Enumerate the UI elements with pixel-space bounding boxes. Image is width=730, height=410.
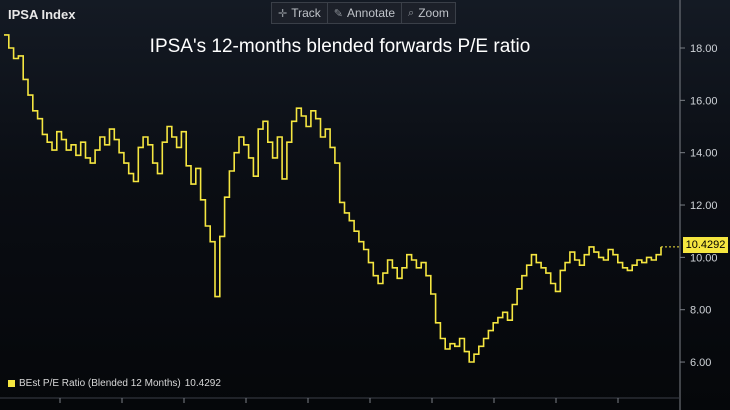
annotate-button[interactable]: ✎ Annotate xyxy=(328,3,403,23)
legend-swatch xyxy=(8,380,15,387)
y-tick-label: 12.00 xyxy=(690,200,718,212)
chart-toolbar: ✛ Track ✎ Annotate ⌕ Zoom xyxy=(271,2,456,24)
last-value-badge: 10.4292 xyxy=(683,237,728,253)
track-button[interactable]: ✛ Track xyxy=(272,3,328,23)
zoom-label: Zoom xyxy=(418,6,449,20)
track-label: Track xyxy=(291,6,321,20)
y-tick-label: 18.00 xyxy=(690,43,718,55)
magnifier-icon: ⌕ xyxy=(408,6,415,19)
series-line-pe-ratio xyxy=(4,34,662,363)
zoom-button[interactable]: ⌕ Zoom xyxy=(402,3,455,23)
chart-title: IPSA's 12-months blended forwards P/E ra… xyxy=(149,36,531,57)
legend-value: 10.4292 xyxy=(184,378,221,389)
crosshair-icon: ✛ xyxy=(278,7,288,20)
annotate-label: Annotate xyxy=(347,6,396,20)
y-tick-label: 16.00 xyxy=(690,95,718,107)
pencil-icon: ✎ xyxy=(333,7,343,20)
y-tick-label: 10.00 xyxy=(690,252,718,264)
y-tick-label: 8.00 xyxy=(690,305,711,317)
y-tick-label: 6.00 xyxy=(690,357,711,369)
ticker-label: IPSA Index xyxy=(8,7,76,22)
y-tick-label: 14.00 xyxy=(690,148,718,160)
legend: BEst P/E Ratio (Blended 12 Months) 10.42… xyxy=(8,378,221,389)
legend-label: BEst P/E Ratio (Blended 12 Months) xyxy=(19,378,181,389)
